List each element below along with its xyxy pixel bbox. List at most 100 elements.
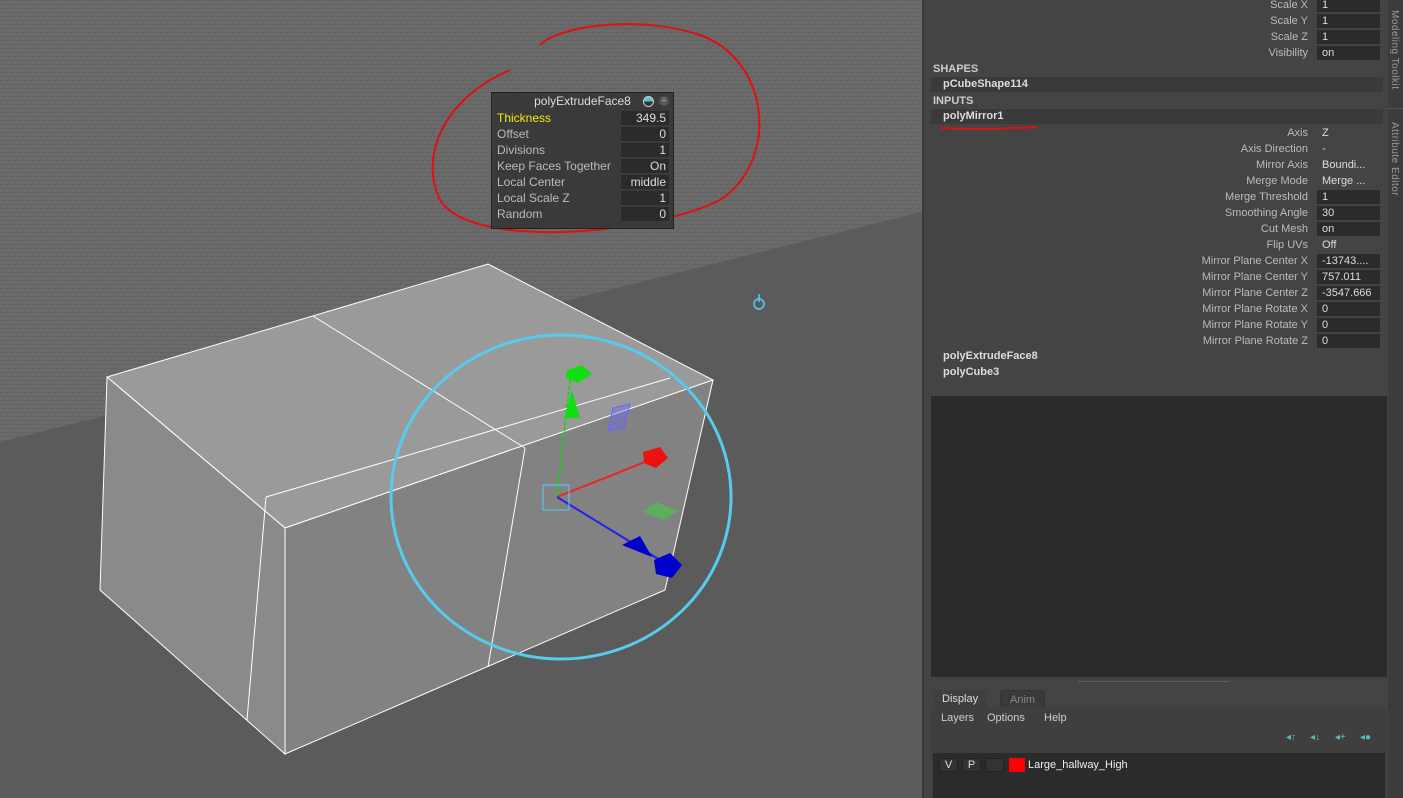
3d-viewport[interactable]: polyExtrudeFace8 ≡ Thickness 349.5 Offset 0…: [0, 0, 922, 798]
label: Mirror Plane Center X: [1201, 255, 1308, 267]
resize-handle[interactable]: [1079, 681, 1229, 682]
attr-scale-x[interactable]: Scale X 1: [924, 0, 1390, 13]
value-field[interactable]: Merge ...: [1322, 175, 1366, 187]
label: Cut Mesh: [1260, 223, 1308, 235]
attr-axis-direction[interactable]: Axis Direction -: [924, 141, 1390, 157]
attr-mirror-plane-rotate-x[interactable]: Mirror Plane Rotate X 0: [924, 301, 1390, 317]
pin-icon[interactable]: [643, 96, 654, 107]
value-field[interactable]: 0: [621, 127, 669, 141]
attr-flip-uvs[interactable]: Flip UVs Off: [924, 237, 1390, 253]
scene[interactable]: [0, 0, 922, 798]
value-field[interactable]: On: [621, 159, 669, 173]
menu-options[interactable]: Options: [987, 712, 1025, 724]
pivot-icon[interactable]: [753, 294, 765, 310]
value-field[interactable]: 0: [621, 207, 669, 221]
attr-mirror-plane-center-z[interactable]: Mirror Plane Center Z -3547.666: [924, 285, 1390, 301]
hud-row-divisions[interactable]: Divisions 1: [492, 142, 673, 158]
in-view-tool-settings[interactable]: polyExtrudeFace8 ≡ Thickness 349.5 Offset 0…: [491, 92, 674, 229]
value-field[interactable]: on: [1317, 46, 1380, 60]
manipulator-circle[interactable]: [389, 333, 733, 661]
annotation-circle: [431, 23, 761, 234]
attr-merge-threshold[interactable]: Merge Threshold 1: [924, 189, 1390, 205]
attr-mirror-plane-rotate-z[interactable]: Mirror Plane Rotate Z 0: [924, 333, 1390, 349]
layer-display-type-toggle[interactable]: [985, 758, 1004, 772]
menu-help[interactable]: Help: [1044, 712, 1067, 724]
attr-axis[interactable]: Axis Z: [924, 125, 1390, 141]
label: Local Center: [497, 175, 566, 189]
layer-color-swatch[interactable]: [1009, 758, 1025, 772]
value-field[interactable]: on: [1317, 222, 1380, 236]
cube-right-face[interactable]: [284, 379, 714, 755]
tab-modeling-toolkit[interactable]: Modeling Toolkit: [1389, 10, 1400, 90]
new-layer-icon[interactable]: ◂+: [1335, 732, 1346, 743]
value-field[interactable]: -3547.666: [1317, 286, 1380, 300]
shape-node[interactable]: pCubeShape114: [931, 77, 1383, 92]
side-tabs: Modeling Toolkit Attribute Editor: [1388, 0, 1403, 798]
value-field[interactable]: -13743....: [1317, 254, 1380, 268]
hud-row-local-center[interactable]: Local Center middle: [492, 174, 673, 190]
value-field[interactable]: 1: [1317, 190, 1380, 204]
hud-row-thickness[interactable]: Thickness 349.5: [492, 110, 673, 126]
label: Mirror Plane Center Z: [1202, 287, 1308, 299]
value-field[interactable]: 30: [1317, 206, 1380, 220]
inputs-header: INPUTS: [933, 95, 974, 107]
layer-visibility-toggle[interactable]: V: [939, 758, 958, 772]
tab-display[interactable]: Display: [933, 690, 988, 709]
value-field[interactable]: Off: [1322, 239, 1337, 251]
value-field[interactable]: 0: [1317, 302, 1380, 316]
tab-attribute-editor[interactable]: Attribute Editor: [1389, 122, 1400, 197]
value-field[interactable]: 349.5: [621, 111, 669, 125]
attr-mirror-plane-center-x[interactable]: Mirror Plane Center X -13743....: [924, 253, 1390, 269]
attr-mirror-plane-center-y[interactable]: Mirror Plane Center Y 757.011: [924, 269, 1390, 285]
attr-cut-mesh[interactable]: Cut Mesh on: [924, 221, 1390, 237]
layer-playback-toggle[interactable]: P: [962, 758, 981, 772]
hud-row-random[interactable]: Random 0: [492, 206, 673, 222]
menu-icon[interactable]: ≡: [659, 96, 669, 106]
attr-mirror-axis[interactable]: Mirror Axis Boundi...: [924, 157, 1390, 173]
x-axis-handle[interactable]: [643, 447, 668, 468]
value-field[interactable]: Z: [1322, 127, 1329, 139]
value-field[interactable]: 757.011: [1317, 270, 1380, 284]
label: Flip UVs: [1266, 239, 1308, 251]
menu-layers[interactable]: Layers: [941, 712, 975, 724]
attr-mirror-plane-rotate-y[interactable]: Mirror Plane Rotate Y 0: [924, 317, 1390, 333]
label: Axis Direction: [1240, 143, 1308, 155]
cube-edges: [246, 315, 671, 721]
hud-row-offset[interactable]: Offset 0: [492, 126, 673, 142]
value-field[interactable]: -: [1322, 143, 1326, 155]
value-field[interactable]: middle: [621, 175, 669, 189]
value-field[interactable]: 1: [1317, 14, 1380, 28]
label: Mirror Plane Rotate Z: [1202, 335, 1308, 347]
z-axis-handle[interactable]: [654, 553, 682, 578]
label: Smoothing Angle: [1224, 207, 1308, 219]
value-field[interactable]: 0: [1317, 318, 1380, 332]
value-field[interactable]: 1: [1317, 30, 1380, 44]
label: Random: [497, 207, 543, 221]
value-field[interactable]: 1: [621, 143, 669, 157]
attr-visibility[interactable]: Visibility on: [924, 45, 1390, 61]
label: Thickness: [497, 111, 552, 125]
label: Scale X: [1270, 0, 1308, 11]
value-field[interactable]: 1: [1317, 0, 1380, 12]
attr-smoothing-angle[interactable]: Smoothing Angle 30: [924, 205, 1390, 221]
y-axis-handle[interactable]: [566, 365, 592, 383]
input-node-polymirror[interactable]: polyMirror1: [931, 109, 1383, 124]
hud-row-local-scale-z[interactable]: Local Scale Z 1: [492, 190, 673, 206]
move-layer-down-icon[interactable]: ◂↓: [1310, 732, 1321, 743]
empty-area: [931, 396, 1387, 677]
label: Visibility: [1268, 47, 1308, 59]
layer-name[interactable]: Large_hallway_High: [1028, 759, 1128, 771]
new-layer-selected-icon[interactable]: ◂●: [1360, 732, 1372, 743]
value-field[interactable]: 0: [1317, 334, 1380, 348]
attr-merge-mode[interactable]: Merge Mode Merge ...: [924, 173, 1390, 189]
value-field[interactable]: 1: [621, 191, 669, 205]
attr-scale-y[interactable]: Scale Y 1: [924, 13, 1390, 29]
move-layer-up-icon[interactable]: ◂↑: [1286, 732, 1297, 743]
input-node-extrude[interactable]: polyExtrudeFace8: [943, 350, 1038, 362]
input-node-cube[interactable]: polyCube3: [943, 366, 1000, 378]
center-handle[interactable]: [542, 484, 570, 511]
attr-scale-z[interactable]: Scale Z 1: [924, 29, 1390, 45]
hud-row-keep-faces[interactable]: Keep Faces Together On: [492, 158, 673, 174]
value-field[interactable]: Boundi...: [1322, 159, 1366, 171]
label: Mirror Plane Center Y: [1201, 271, 1308, 283]
